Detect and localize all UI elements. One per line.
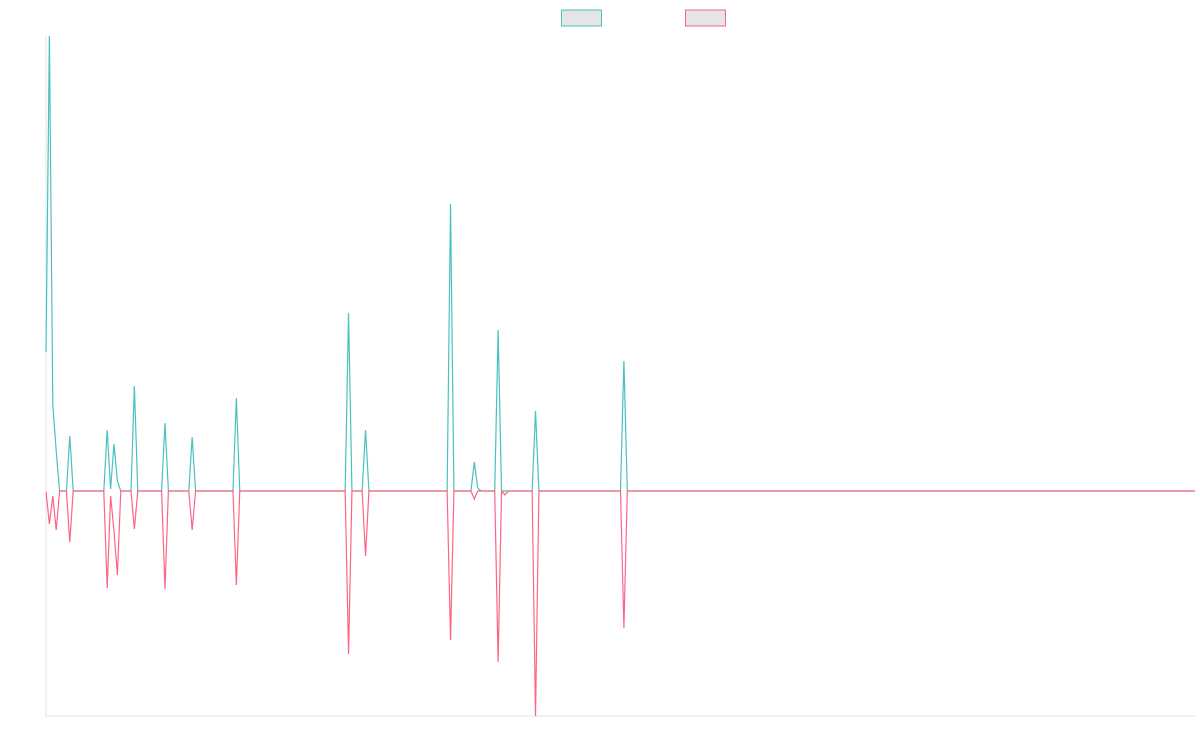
- series-line: [45, 489, 1195, 717]
- series-line: [45, 35, 1195, 492]
- legend-swatch[interactable]: [685, 9, 726, 27]
- legend-swatch[interactable]: [561, 9, 602, 27]
